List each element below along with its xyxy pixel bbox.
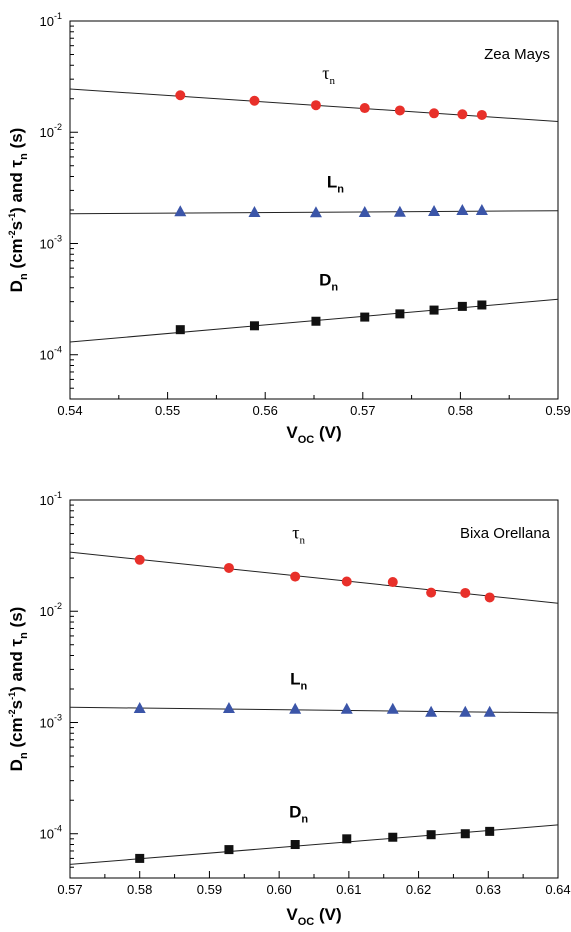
- data-point-square: [290, 840, 300, 850]
- data-point-circle: [223, 562, 234, 573]
- data-point-triangle: [425, 705, 438, 717]
- data-point-square: [360, 312, 370, 322]
- data-point-triangle: [358, 205, 371, 217]
- y-tick-label: 10-1: [40, 11, 62, 29]
- data-point-triangle: [459, 705, 472, 717]
- y-tick-label: 10-2: [40, 601, 62, 619]
- series-label: τn: [322, 63, 335, 87]
- series-square: Dn: [69, 270, 559, 343]
- data-point-triangle: [456, 204, 469, 215]
- data-point-square: [135, 853, 145, 863]
- fit-line: [69, 551, 559, 604]
- data-point-circle: [175, 90, 186, 101]
- y-axis-label: Dn (cm-2s-1) and τn (s): [7, 128, 30, 293]
- data-point-circle: [476, 109, 487, 120]
- data-point-square: [429, 305, 439, 315]
- data-point-circle: [460, 587, 471, 598]
- data-point-circle: [429, 108, 440, 119]
- fit-line: [69, 706, 559, 714]
- data-point-square: [175, 325, 185, 335]
- data-point-circle: [310, 100, 321, 111]
- x-tick-label: 0.59: [197, 882, 222, 897]
- data-point-square: [395, 309, 405, 319]
- y-tick-label: 10-3: [40, 712, 62, 730]
- data-point-square: [311, 316, 321, 326]
- panel-annotation: Zea Mays: [484, 46, 550, 63]
- data-point-triangle: [475, 204, 488, 215]
- chart-panel-1: 0.54 0.55 0.56 0.57 0.58 0.59 10-1 10-2 10-3 10-4…: [7, 11, 571, 446]
- data-point-circle: [484, 592, 495, 603]
- data-point-square: [477, 300, 487, 310]
- data-point-circle: [387, 577, 398, 588]
- x-axis-label: VOC (V): [286, 905, 341, 928]
- y-tick-label: 10-4: [40, 345, 62, 363]
- series-label: Dn: [289, 802, 308, 825]
- x-tick-label: 0.57: [350, 403, 375, 418]
- panel-annotation: Bixa Orellana: [460, 525, 551, 542]
- data-point-circle: [290, 571, 301, 582]
- data-point-triangle: [222, 701, 235, 713]
- y-tick-label: 10-4: [40, 824, 62, 842]
- fit-line: [69, 824, 559, 865]
- series-label: Ln: [327, 172, 344, 195]
- x-tick-label: 0.62: [406, 882, 431, 897]
- data-point-square: [388, 832, 398, 842]
- data-point-triangle: [248, 205, 261, 217]
- data-point-square: [426, 830, 436, 840]
- series-triangle: Ln: [69, 172, 559, 218]
- data-point-triangle: [386, 702, 399, 714]
- data-point-square: [457, 301, 467, 311]
- series-circle: τn: [69, 63, 559, 122]
- data-point-square: [224, 845, 234, 855]
- x-tick-label: 0.54: [57, 403, 82, 418]
- data-point-circle: [359, 103, 370, 114]
- series-circle: τn: [69, 523, 559, 604]
- y-tick-label: 10-2: [40, 122, 62, 140]
- data-point-triangle: [174, 205, 187, 217]
- x-tick-label: 0.55: [155, 403, 180, 418]
- x-tick-label: 0.57: [57, 882, 82, 897]
- data-point-circle: [249, 95, 260, 106]
- y-tick-label: 10-3: [40, 233, 62, 251]
- x-tick-label: 0.56: [253, 403, 278, 418]
- series-label: τn: [292, 523, 305, 547]
- x-tick-label: 0.63: [476, 882, 501, 897]
- x-tick-label: 0.59: [545, 403, 570, 418]
- data-point-square: [460, 829, 470, 839]
- data-point-triangle: [289, 702, 302, 714]
- y-axis-label: Dn (cm-2s-1) and τn (s): [7, 607, 30, 772]
- series-label: Ln: [290, 669, 307, 692]
- x-tick-label: 0.58: [448, 403, 473, 418]
- y-tick-label: 10-1: [40, 490, 62, 508]
- data-point-square: [342, 834, 352, 844]
- data-point-circle: [134, 554, 145, 565]
- x-tick-label: 0.58: [127, 882, 152, 897]
- data-point-square: [249, 321, 259, 331]
- data-point-circle: [341, 576, 352, 587]
- data-point-triangle: [309, 206, 322, 218]
- series-label: Dn: [319, 270, 338, 293]
- x-tick-label: 0.64: [545, 882, 570, 897]
- series-square: Dn: [69, 802, 559, 865]
- data-point-square: [485, 826, 495, 836]
- data-point-triangle: [428, 204, 441, 216]
- data-point-triangle: [483, 705, 496, 717]
- data-point-triangle: [133, 701, 146, 713]
- x-axis-label: VOC (V): [286, 423, 341, 446]
- series-triangle: Ln: [69, 669, 559, 717]
- data-point-circle: [394, 105, 405, 116]
- x-tick-label: 0.61: [336, 882, 361, 897]
- chart-panel-2: 0.57 0.58 0.59 0.60 0.61 0.62 0.63 0.64 10-1 10-2…: [7, 490, 571, 928]
- data-point-triangle: [340, 702, 353, 714]
- data-point-circle: [457, 109, 468, 120]
- x-tick-label: 0.60: [266, 882, 291, 897]
- data-point-triangle: [393, 205, 406, 217]
- data-point-circle: [426, 587, 437, 598]
